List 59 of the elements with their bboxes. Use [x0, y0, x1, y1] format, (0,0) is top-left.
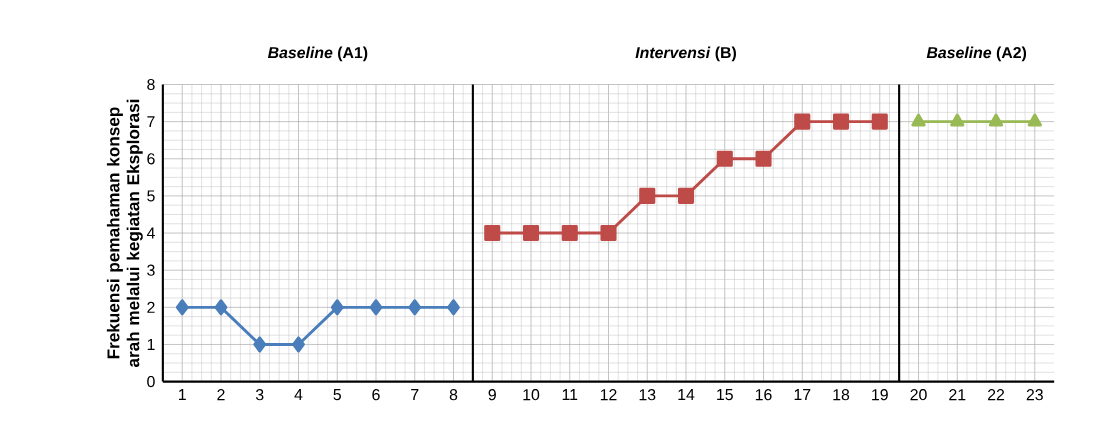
x-tick-label: 4: [294, 388, 303, 400]
x-tick-label: 10: [523, 388, 540, 401]
x-tick-label: 20: [910, 388, 927, 401]
y-tick-label: 6: [147, 152, 155, 165]
x-tick-label: 5: [333, 388, 341, 400]
x-tick-label: 23: [1026, 388, 1043, 401]
x-tick-label: 16: [755, 388, 772, 401]
x-tick-label: 17: [794, 388, 811, 400]
point: [561, 224, 578, 241]
x-tick-label: 1: [179, 388, 186, 400]
x-tick-label: 21: [949, 388, 966, 400]
text: Intervensi (B): [635, 46, 736, 62]
point: [369, 299, 383, 316]
point: [522, 224, 540, 241]
x-tick-label: 14: [678, 388, 695, 400]
point: [871, 113, 888, 130]
text: Baseline (A2): [926, 46, 1027, 62]
point: [716, 150, 733, 167]
point: [484, 224, 501, 241]
y-tick-label: 8: [147, 78, 155, 90]
point: [988, 113, 1004, 127]
x-tick-label: 7: [411, 388, 419, 400]
y-tick-label: 4: [146, 227, 155, 239]
y-tick-label: 3: [147, 264, 155, 276]
text: Baseline (A1): [267, 46, 368, 62]
x-tick-label: 3: [255, 388, 264, 401]
x-tick-label: 12: [600, 388, 617, 400]
x-tick-label: 9: [488, 388, 496, 401]
x-tick-label: 22: [988, 388, 1005, 400]
x-tick-label: 11: [562, 388, 578, 400]
y-tick-label: 0: [147, 375, 155, 387]
y-axis-title: Frekuensi pemahaman konsep arah melalui kegiatan Eksplorasi: [106, 99, 143, 367]
point: [677, 187, 695, 204]
x-tick-label: 18: [833, 388, 850, 401]
point: [911, 113, 926, 127]
x-tick-label: 2: [217, 388, 225, 400]
point: [292, 336, 305, 353]
point: [175, 299, 189, 316]
point: [794, 113, 811, 130]
point: [447, 299, 460, 316]
y-tick-label: 1: [147, 338, 155, 350]
point: [832, 113, 850, 130]
x-tick-label: 6: [372, 388, 380, 401]
y-tick-label: 2: [147, 301, 155, 313]
point: [330, 299, 344, 316]
y-tick-label: 7: [147, 116, 155, 127]
point: [755, 150, 772, 167]
x-tick-label: 15: [717, 388, 733, 400]
point: [639, 187, 656, 204]
y-tick-label: 5: [147, 190, 155, 202]
point: [950, 113, 965, 127]
x-tick-label: 13: [639, 388, 656, 401]
point: [253, 336, 267, 353]
x-tick-label: 8: [449, 388, 458, 401]
point: [1027, 113, 1042, 127]
x-tick-label: 19: [872, 388, 888, 401]
point: [214, 299, 228, 316]
point: [408, 299, 422, 316]
point: [600, 224, 617, 241]
